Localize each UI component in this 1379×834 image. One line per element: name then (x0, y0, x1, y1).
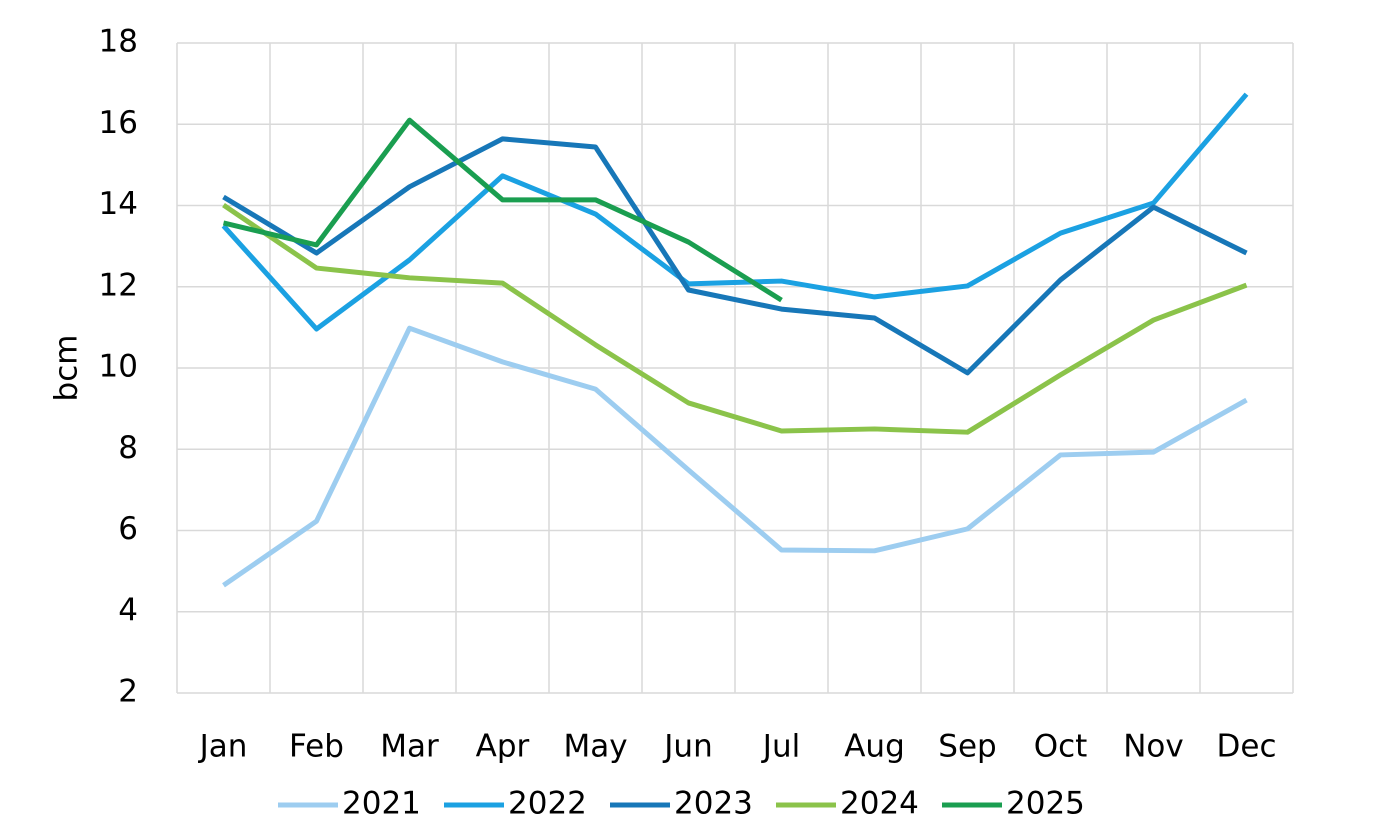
x-tick-label: Jan (198, 729, 248, 765)
x-tick-label: Aug (844, 729, 905, 765)
line-series (222, 136, 1248, 376)
y-tick-label: 6 (118, 511, 138, 547)
x-tick-label: May (563, 729, 627, 765)
y-axis-label: bcm (49, 335, 85, 402)
x-tick-label: Nov (1123, 729, 1184, 765)
y-tick-label: 4 (118, 592, 138, 628)
y-tick-label: 2 (118, 674, 138, 710)
line-series (221, 92, 1249, 332)
y-tick-label: 8 (118, 430, 138, 466)
y-tick-label: 12 (99, 267, 138, 303)
legend-label: 2025 (1006, 786, 1085, 822)
x-tick-label: Sep (938, 729, 996, 765)
line-series (222, 203, 1248, 435)
y-tick-label: 16 (99, 105, 138, 141)
legend-label: 2021 (342, 786, 421, 822)
x-tick-label: Dec (1217, 729, 1277, 765)
x-tick-label: Feb (289, 729, 344, 765)
x-tick-label: Apr (476, 729, 530, 765)
x-tick-label: Jun (662, 729, 712, 765)
line-series (222, 117, 783, 303)
line-series (222, 325, 1248, 588)
x-tick-label: Oct (1034, 729, 1088, 765)
legend-label: 2024 (840, 786, 919, 822)
legend-label: 2023 (674, 786, 753, 822)
y-tick-label: 14 (99, 186, 138, 222)
y-tick-label: 18 (99, 24, 138, 60)
y-tick-label: 10 (99, 349, 138, 385)
x-tick-label: Mar (380, 729, 439, 765)
legend-label: 2022 (508, 786, 587, 822)
x-tick-label: Jul (761, 729, 800, 765)
